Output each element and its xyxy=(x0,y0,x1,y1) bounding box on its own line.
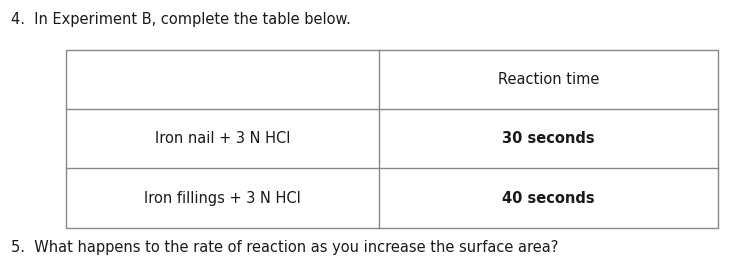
Text: 4.  In Experiment B, complete the table below.: 4. In Experiment B, complete the table b… xyxy=(11,12,351,27)
Text: 5.  What happens to the rate of reaction as you increase the surface area?: 5. What happens to the rate of reaction … xyxy=(11,240,559,255)
Text: Iron nail + 3 N HCl: Iron nail + 3 N HCl xyxy=(155,131,290,146)
Text: Iron fillings + 3 N HCl: Iron fillings + 3 N HCl xyxy=(144,190,301,206)
Text: Reaction time: Reaction time xyxy=(498,72,599,87)
Text: 30 seconds: 30 seconds xyxy=(502,131,595,146)
Text: 40 seconds: 40 seconds xyxy=(502,190,595,206)
